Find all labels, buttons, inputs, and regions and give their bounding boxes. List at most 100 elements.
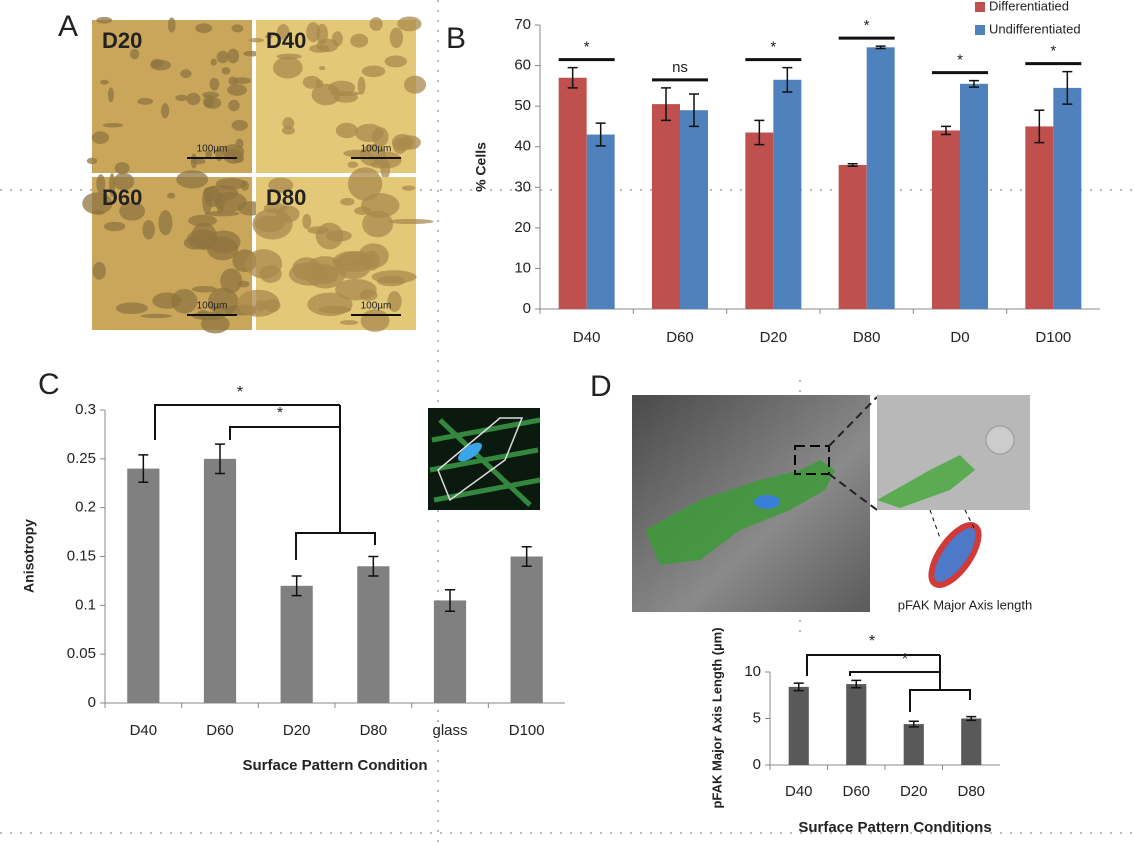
texture (202, 91, 220, 99)
bar (586, 134, 615, 309)
texture (180, 69, 192, 78)
texture (103, 221, 126, 232)
texture (304, 256, 347, 289)
micrograph (248, 16, 427, 180)
texture (354, 206, 372, 216)
y-tick-label: 30 (514, 178, 531, 195)
y-tick-label: 0.1 (75, 596, 96, 613)
texture (207, 287, 239, 316)
significance-label: * (902, 651, 908, 668)
bracket (806, 654, 940, 676)
texture (175, 94, 189, 102)
texture (328, 80, 356, 95)
texture (92, 210, 105, 215)
texture (277, 24, 290, 40)
texture (387, 218, 434, 225)
y-tick-label: 10 (514, 259, 531, 276)
texture (335, 122, 358, 139)
texture (361, 65, 386, 78)
panel-label: D (590, 370, 612, 403)
texture (227, 84, 247, 96)
panel-label: A (58, 10, 78, 43)
texture (339, 320, 359, 325)
texture (316, 266, 325, 280)
error-bar (908, 720, 919, 728)
legend-label: Differentiatied (989, 0, 1069, 13)
bar (745, 132, 774, 309)
texture (307, 292, 353, 317)
texture (204, 211, 240, 217)
texture (161, 103, 170, 119)
texture (107, 87, 114, 103)
significance-label: * (864, 17, 870, 34)
texture (171, 288, 198, 314)
y-tick-label: 20 (514, 219, 531, 236)
bar (357, 566, 390, 703)
x-tick-label: D40 (785, 783, 813, 800)
error-bar (368, 555, 379, 577)
texture (206, 236, 239, 261)
bar (846, 684, 867, 765)
significance-label: * (237, 384, 243, 401)
micrograph-label: D20 (102, 28, 142, 53)
error-bar (966, 715, 977, 722)
x-tick-label: D60 (842, 783, 870, 800)
bar (280, 585, 313, 703)
texture (204, 97, 222, 109)
texture (115, 302, 148, 315)
x-tick-label: D100 (1035, 329, 1071, 346)
y-tick-label: 0 (753, 756, 761, 773)
texture (233, 77, 251, 85)
texture (150, 58, 163, 68)
x-tick-label: D80 (957, 783, 985, 800)
micrograph-label: D40 (266, 28, 306, 53)
texture (167, 17, 176, 33)
texture (282, 117, 295, 130)
bar (838, 164, 867, 309)
texture (202, 187, 213, 215)
error-bar (754, 119, 765, 146)
error-bar (1062, 70, 1073, 105)
error-bar (969, 79, 979, 88)
y-axis-label: % Cells (473, 142, 489, 192)
bar (961, 718, 982, 765)
cell (877, 455, 975, 508)
x-tick-label: D40 (573, 329, 601, 346)
micrograph (82, 170, 265, 334)
image-caption: pFAK Major Axis length (898, 597, 1032, 612)
zoom-line (828, 473, 878, 511)
significance-label: * (584, 39, 590, 56)
texture (350, 33, 369, 48)
scale-bar-label: 100µm (197, 301, 228, 312)
texture (357, 76, 366, 95)
texture (213, 192, 247, 212)
texture (188, 214, 218, 227)
bar (1053, 87, 1082, 309)
cell-image (632, 395, 1030, 612)
error-bar (851, 679, 862, 689)
x-tick-label: D80 (360, 722, 388, 739)
cell (645, 460, 835, 565)
texture (268, 177, 294, 193)
bar (788, 686, 809, 765)
pfak-oval (928, 522, 982, 588)
x-tick-label: glass (432, 722, 467, 739)
significance-brackets (806, 654, 971, 712)
scale-bar-label: 100µm (361, 301, 392, 312)
zoom-line (964, 509, 976, 531)
error-bar (941, 125, 951, 136)
texture (403, 75, 427, 94)
texture (401, 185, 416, 191)
texture (191, 286, 217, 293)
texture (325, 230, 352, 242)
texture (100, 79, 109, 85)
error-bar (793, 682, 804, 692)
bracket (849, 671, 940, 676)
x-axis-label: Surface Pattern Conditions (798, 819, 991, 836)
y-tick-label: 0.25 (67, 450, 96, 467)
texture (140, 313, 173, 319)
texture (237, 289, 280, 317)
micrograph-label: D80 (266, 185, 306, 210)
y-axis-label: Anisotropy (21, 519, 37, 593)
y-tick-label: 50 (514, 97, 531, 114)
